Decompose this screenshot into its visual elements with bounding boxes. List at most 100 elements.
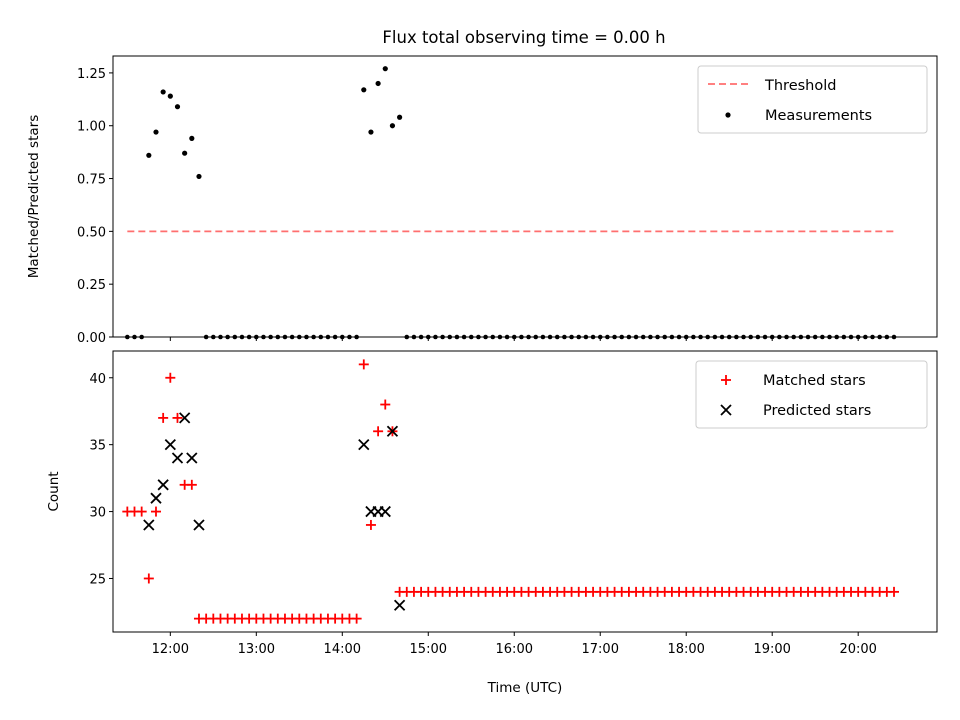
predicted-point — [157, 479, 169, 491]
measurement-point — [447, 334, 453, 340]
measurement-point — [296, 334, 302, 340]
measurement-point — [483, 334, 488, 340]
x-tick-label: 17:00 — [582, 642, 619, 657]
legend-matched-label: Matched stars — [763, 373, 866, 389]
y-tick-label: 30 — [89, 506, 106, 521]
measurement-point — [605, 334, 610, 340]
x-diag-b — [157, 479, 169, 491]
measurement-point — [569, 334, 574, 340]
measurement-point — [304, 334, 309, 340]
measurement-point — [339, 334, 345, 340]
measurement-point — [160, 89, 166, 95]
measurement-point — [633, 334, 639, 340]
plot-frame — [112, 55, 938, 338]
measurement-point — [848, 334, 854, 340]
measurement-point — [884, 334, 890, 340]
matched-point — [158, 412, 169, 423]
legend-threshold-label: Threshold — [764, 78, 836, 94]
measurement-point — [827, 334, 832, 340]
measurement-point — [218, 334, 223, 340]
y-tick-label: 40 — [89, 372, 106, 387]
measurement-point — [139, 334, 144, 340]
measurement-point — [791, 334, 796, 340]
measurement-point — [261, 334, 266, 340]
measurement-point — [497, 334, 503, 340]
measurement-point — [433, 334, 438, 340]
measurement-point — [597, 334, 603, 340]
predicted-point — [171, 452, 184, 464]
measurement-point — [225, 334, 230, 340]
measurement-point — [526, 334, 531, 340]
matched-point — [165, 372, 176, 383]
measurement-point — [146, 152, 152, 158]
matched-point — [172, 412, 183, 423]
measurement-point — [777, 334, 782, 340]
predicted-point — [179, 412, 191, 424]
x-tick-label: 16:00 — [496, 642, 533, 657]
measurement-point — [411, 334, 417, 340]
measurement-point — [540, 334, 546, 340]
x-tick-label: 19:00 — [753, 642, 790, 657]
x-tick-label: 12:00 — [152, 642, 189, 657]
x-diag-b — [164, 439, 176, 451]
measurement-point — [332, 334, 338, 340]
x-diag-b — [193, 519, 205, 531]
y-axis-label: Count — [46, 471, 62, 511]
measurement-point — [619, 334, 625, 340]
measurement-point — [812, 334, 818, 340]
x-diag-b — [179, 412, 191, 424]
x-diag-b — [150, 492, 162, 504]
measurement-point — [834, 334, 839, 340]
legend-measurements-swatch — [725, 112, 731, 118]
measurement-point — [182, 150, 188, 156]
measurement-point — [167, 93, 173, 99]
measurement-point — [734, 334, 739, 340]
measurement-point — [211, 334, 216, 340]
y-tick-label: 0.75 — [77, 173, 106, 188]
measurement-point — [490, 334, 496, 340]
predicted-point — [193, 519, 205, 531]
measurement-point — [389, 123, 396, 129]
measurement-point — [612, 334, 617, 340]
measurement-point — [425, 334, 431, 340]
measurement-point — [132, 334, 137, 340]
measurement-point — [153, 129, 159, 135]
x-diag-b — [720, 404, 732, 416]
measurement-point — [375, 80, 381, 87]
measurement-point — [547, 334, 553, 340]
predicted-point — [150, 492, 162, 504]
predicted-point — [386, 425, 399, 437]
matched-point — [358, 359, 369, 370]
measurement-point — [590, 334, 596, 340]
matched-point — [143, 573, 154, 584]
x-tick-label: 15:00 — [410, 642, 447, 657]
measurement-point — [239, 334, 245, 340]
predicted-point — [164, 439, 176, 451]
measurement-point — [748, 334, 754, 340]
measurement-point — [196, 173, 202, 180]
measurement-point — [533, 334, 539, 340]
measurement-point — [519, 334, 524, 340]
legend-box — [695, 360, 928, 429]
measurement-point — [476, 334, 481, 340]
measurement-point — [275, 334, 281, 340]
measurement-point — [254, 334, 259, 340]
x-tick-label: 13:00 — [238, 642, 275, 657]
measurement-point — [712, 334, 718, 340]
y-tick-label: 0.50 — [77, 225, 106, 240]
measurement-point — [125, 334, 130, 340]
measurement-point — [719, 334, 725, 340]
measurement-point — [662, 334, 668, 340]
measurement-point — [504, 334, 510, 340]
measurement-point — [368, 129, 374, 135]
measurement-point — [655, 334, 660, 340]
measurement-point — [870, 334, 875, 340]
x-diag-b — [171, 452, 184, 464]
measurement-point — [683, 334, 689, 340]
legend-predicted-swatch — [720, 404, 732, 416]
x-diag-b — [186, 452, 198, 464]
measurement-point — [318, 334, 324, 340]
measurement-point — [755, 334, 761, 340]
legend-measurements-label: Measurements — [765, 108, 872, 124]
